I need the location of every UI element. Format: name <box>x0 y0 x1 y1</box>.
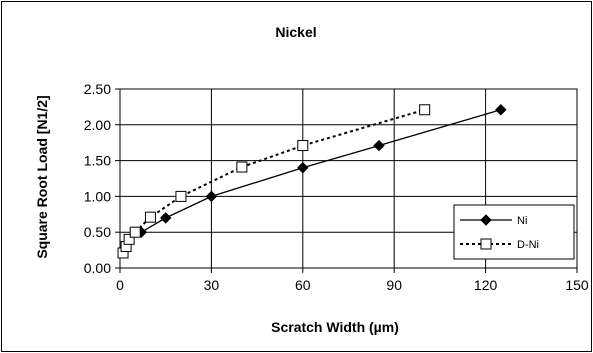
y-tick-label: 0.00 <box>84 260 111 276</box>
y-tick-label: 2.00 <box>84 117 111 133</box>
data-point-d-ni <box>236 161 248 173</box>
x-axis-label: Scratch Width (µm) <box>271 319 399 335</box>
data-point-d-ni <box>123 233 135 245</box>
x-tick-label: 0 <box>116 277 124 293</box>
data-point-d-ni <box>175 190 187 202</box>
legend-marker-d-ni <box>480 238 492 250</box>
y-tick-label: 1.00 <box>84 188 111 204</box>
y-axis-label: Square Root Load [N1/2] <box>34 95 50 258</box>
legend-marker-ni <box>480 214 492 226</box>
data-point-ni <box>495 104 507 116</box>
x-tick-label: 30 <box>204 277 220 293</box>
y-tick-label: 1.50 <box>84 153 111 169</box>
legend-box <box>453 204 575 260</box>
series-line-d-ni <box>122 108 425 254</box>
data-point-ni <box>159 212 172 224</box>
plot-layer: 0 30 60 90 120 150 0.00 0.50 1.00 1.50 2.00 2.50 <box>84 81 589 293</box>
data-point-ni <box>373 139 385 152</box>
x-tick-label: 150 <box>565 277 589 293</box>
data-point-d-ni <box>297 140 309 152</box>
x-tick-label: 90 <box>386 277 402 293</box>
data-point-ni <box>205 190 218 203</box>
data-point-ni <box>297 162 309 174</box>
y-tick-label: 0.50 <box>84 224 111 240</box>
chart-title: Nickel <box>275 24 316 40</box>
y-tick-label: 2.50 <box>84 81 111 97</box>
legend-label-d-ni: D-Ni <box>517 239 539 251</box>
x-tick-label: 120 <box>474 277 498 293</box>
x-tick-label: 60 <box>295 277 311 293</box>
legend-label-ni: Ni <box>517 215 527 227</box>
data-point-d-ni <box>129 226 141 238</box>
legend: Ni D-Ni <box>453 204 575 260</box>
series-line-ni <box>140 109 502 233</box>
data-point-d-ni <box>144 211 156 223</box>
data-point-d-ni <box>419 104 431 116</box>
